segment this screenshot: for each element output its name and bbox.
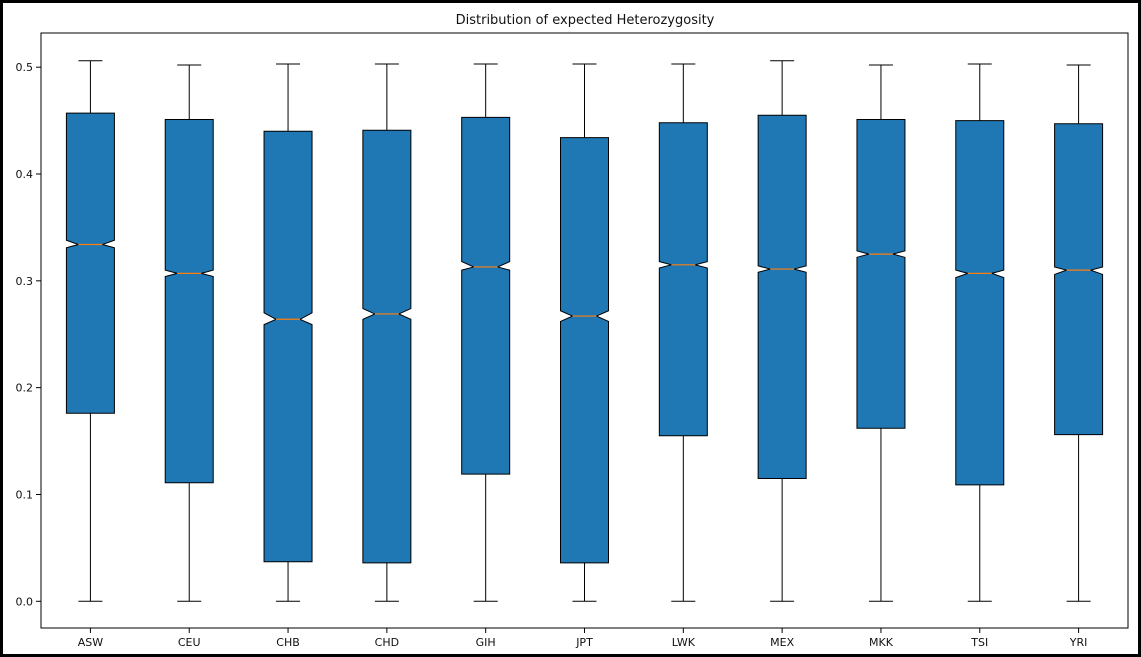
box-chb [263,63,313,602]
x-tick-label: MEX [770,636,794,649]
x-tick-label: CEU [178,636,201,649]
x-tick-label: CHB [276,636,300,649]
box-lwk [658,63,708,602]
chart-title: Distribution of expected Heterozygosity [456,13,715,28]
box-body [560,137,609,564]
box-body [856,119,906,429]
y-tick-label: 0.4 [16,168,34,181]
box-chd [362,63,412,602]
box-body [164,119,214,484]
box-body [658,122,708,437]
box-gih [461,63,511,602]
y-tick-label: 0.5 [16,61,34,74]
box-series [65,60,1104,602]
x-tick-label: TSI [970,636,988,649]
box-mex [757,60,807,602]
y-axis: 0.0 0.1 0.2 0.3 0.4 0.5 [16,61,41,608]
box-body [1054,123,1104,436]
y-tick-label: 0.3 [16,275,34,288]
box-body [263,130,313,563]
x-axis: ASW CEU CHB CHD GIH JPT LWK MEX MKK TSI YRI [78,628,1088,649]
x-tick-label: MKK [869,636,894,649]
box-body [955,120,1005,486]
x-tick-label: GIH [476,636,496,649]
box-body [65,112,115,414]
box-asw [65,60,115,602]
x-tick-label: JPT [575,636,593,649]
y-tick-label: 0.1 [16,488,34,501]
x-tick-label: ASW [78,636,104,649]
y-tick-label: 0.2 [16,382,34,395]
box-body [461,116,511,475]
box-body [362,129,412,564]
box-jpt [560,63,609,602]
box-tsi [955,63,1005,602]
box-yri [1054,64,1104,602]
y-tick-label: 0.0 [16,595,34,608]
x-tick-label: LWK [672,636,696,649]
box-body [757,114,807,479]
box-ceu [164,64,214,602]
x-tick-label: CHD [375,636,399,649]
box-mkk [856,64,906,602]
x-tick-label: YRI [1069,636,1088,649]
